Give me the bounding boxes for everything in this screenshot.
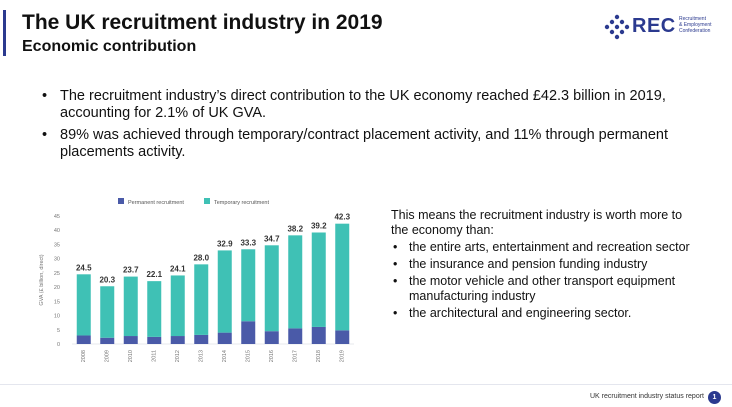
logo-wordmark: REC <box>632 15 676 37</box>
bar-total-label: 23.7 <box>123 266 139 275</box>
bar-total-label: 32.9 <box>217 239 233 248</box>
y-tick-label: 0 <box>57 342 60 348</box>
bar-total-label: 24.1 <box>170 264 186 273</box>
x-tick-label: 2015 <box>246 350 252 362</box>
gva-stacked-bar-chart: Permanent recruitment Temporary recruitme… <box>39 198 354 362</box>
footer-divider <box>0 384 732 385</box>
logo-subtext: Recruitment & Employment Confederation <box>679 16 727 34</box>
comparison-list: the entire arts, entertainment and recre… <box>391 240 691 321</box>
logo-line: & Employment <box>679 22 712 28</box>
bar-segment <box>335 223 350 331</box>
x-tick-label: 2019 <box>340 350 346 362</box>
bar-segment <box>194 334 209 344</box>
comparison-panel: This means the recruitment industry is w… <box>391 208 691 321</box>
comparison-item: the insurance and pension funding indust… <box>391 257 691 272</box>
x-tick-label: 2010 <box>128 350 134 362</box>
legend-label: Temporary recruitment <box>214 200 269 206</box>
y-tick-label: 10 <box>54 314 60 320</box>
x-tick-label: 2013 <box>199 350 205 362</box>
bar-segment <box>100 286 115 338</box>
logo-line: Recruitment <box>679 16 706 22</box>
bar-total-label: 33.3 <box>240 238 256 247</box>
y-tick-label: 25 <box>54 271 60 277</box>
key-point: 89% was achieved through temporary/contr… <box>40 127 680 161</box>
x-tick-label: 2012 <box>175 350 181 362</box>
bar-total-label: 42.3 <box>334 213 350 222</box>
x-tick-label: 2014 <box>222 350 228 362</box>
footer-report-name: UK recruitment industry status report <box>590 393 704 400</box>
x-tick-label: 2011 <box>152 350 158 362</box>
y-tick-label: 35 <box>54 242 60 248</box>
y-tick-label: 15 <box>54 299 60 305</box>
x-tick-label: 2016 <box>269 350 275 362</box>
comparison-item: the entire arts, entertainment and recre… <box>391 240 691 255</box>
bar-segment <box>123 336 138 344</box>
bar-total-label: 22.1 <box>146 270 162 279</box>
bar-segment <box>76 274 91 336</box>
page-title: The UK recruitment industry in 2019 <box>22 11 383 34</box>
bar-segment <box>100 337 115 344</box>
page-number-badge: 1 <box>708 391 721 404</box>
bar-segment <box>264 245 279 332</box>
bar-segment <box>335 330 350 344</box>
bar-total-label: 38.2 <box>287 224 303 233</box>
page-subtitle: Economic contribution <box>22 38 197 55</box>
bar-segment <box>170 336 185 344</box>
y-tick-label: 30 <box>54 257 60 263</box>
bar-segment <box>123 276 138 337</box>
bar-segment <box>264 331 279 344</box>
comparison-item: the architectural and engineering sector… <box>391 306 691 321</box>
comparison-item: the motor vehicle and other transport eq… <box>391 274 691 304</box>
bar-segment <box>288 328 303 344</box>
rec-logo: REC Recruitment & Employment Confederati… <box>604 14 724 40</box>
bar-segment <box>311 232 326 327</box>
bar-total-label: 20.3 <box>99 275 115 284</box>
bar-segment <box>311 326 326 344</box>
y-tick-label: 45 <box>54 214 60 220</box>
bar-segment <box>217 250 232 333</box>
y-tick-label: 20 <box>54 285 60 291</box>
bar-total-label: 28.0 <box>193 253 209 262</box>
bar-segment <box>76 335 91 344</box>
bar-segment <box>147 281 162 337</box>
y-axis-label: GVA (£ billion, direct) <box>39 254 45 305</box>
legend-swatch <box>204 198 210 204</box>
key-points-list: The recruitment industry’s direct contri… <box>40 88 680 166</box>
bar-segment <box>241 249 256 322</box>
title-accent-bar <box>3 10 6 56</box>
rec-diamond-dots-icon <box>604 14 630 40</box>
bar-segment <box>241 321 256 344</box>
bar-segment <box>170 275 185 337</box>
x-tick-label: 2008 <box>81 350 87 362</box>
bar-segment <box>147 336 162 344</box>
bar-segment <box>288 235 303 329</box>
key-point: The recruitment industry’s direct contri… <box>40 88 680 122</box>
bar-segment <box>217 332 232 344</box>
bar-total-label: 34.7 <box>264 234 280 243</box>
y-tick-label: 40 <box>54 228 60 234</box>
y-tick-label: 5 <box>57 328 60 334</box>
x-tick-label: 2017 <box>293 350 299 362</box>
x-tick-label: 2018 <box>316 350 322 362</box>
legend-swatch <box>118 198 124 204</box>
logo-line: Confederation <box>679 28 711 34</box>
bar-segment <box>194 264 209 335</box>
x-tick-label: 2009 <box>105 350 111 362</box>
bar-total-label: 39.2 <box>311 221 327 230</box>
legend-label: Permanent recruitment <box>128 200 184 206</box>
comparison-intro: This means the recruitment industry is w… <box>391 208 683 237</box>
bar-total-label: 24.5 <box>76 263 92 272</box>
